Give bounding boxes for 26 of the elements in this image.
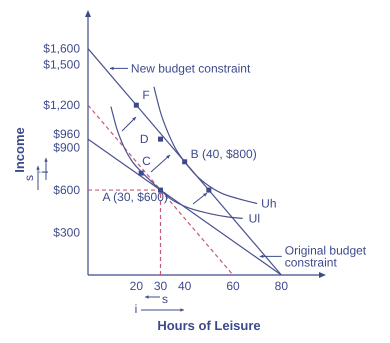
annotation: New budget constraint	[130, 61, 251, 76]
annotation: Ul	[248, 211, 260, 226]
text: i	[134, 302, 138, 316]
y-tick-label: $900	[53, 140, 80, 155]
annotation: B (40, $800)	[190, 146, 257, 161]
x-tick-label: 20	[130, 279, 144, 293]
x-axis-title: Hours of Leisure	[157, 318, 261, 333]
y-tick-label: $600	[53, 183, 80, 198]
x-tick-label: 30	[154, 279, 168, 293]
y-tick-label: $960	[53, 127, 80, 142]
annotation: Uh	[261, 196, 277, 211]
x-tick-label: 80	[274, 279, 288, 293]
y-tick-label: $300	[53, 226, 80, 240]
y-tick-label: $1,500	[43, 58, 80, 72]
text: s	[22, 175, 36, 181]
y-tick-label: $1,600	[43, 42, 80, 56]
x-tick-label: 60	[226, 279, 240, 293]
annotation: D	[140, 132, 149, 146]
annotation: C	[142, 154, 152, 168]
annotation: A (30, $600)	[102, 190, 168, 204]
y-tick-label: $1,200	[43, 98, 80, 112]
annotation: F	[142, 88, 150, 102]
y-axis-title: Income	[12, 127, 27, 173]
text: s	[162, 292, 168, 306]
annotation: Original budget constraint	[284, 243, 367, 270]
x-tick-label: 40	[178, 279, 192, 293]
